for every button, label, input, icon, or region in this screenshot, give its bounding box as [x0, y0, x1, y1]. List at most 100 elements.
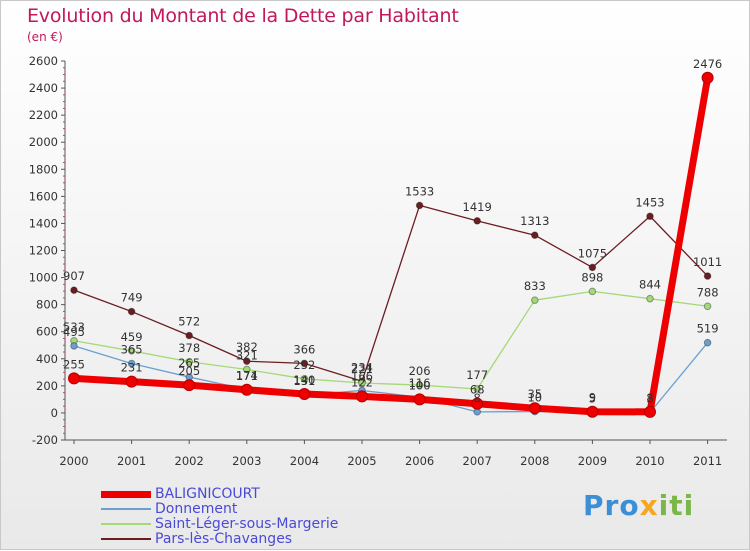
series-point: [183, 379, 196, 392]
data-label: 3: [646, 392, 653, 406]
data-label: 8: [474, 391, 481, 405]
y-tick-label: 200: [36, 379, 58, 393]
series-point: [528, 402, 541, 415]
chart-subtitle: (en €): [27, 30, 63, 44]
data-label: 252: [293, 358, 315, 372]
series-point: [413, 393, 426, 406]
series-point: [240, 383, 253, 396]
data-label: 833: [524, 279, 546, 293]
legend-label: Pars-lès-Chavanges: [155, 531, 293, 547]
series-point: [415, 381, 424, 389]
y-tick-label: 1400: [29, 216, 58, 230]
y-tick-label: 2000: [29, 135, 58, 149]
series-point: [125, 375, 138, 388]
y-tick-label: 1600: [29, 189, 58, 203]
data-label: 234: [351, 360, 373, 374]
legend-swatch: [101, 523, 151, 525]
series-line-1: [73, 290, 709, 390]
series-point: [185, 357, 193, 366]
series-point: [70, 342, 78, 350]
data-label: 378: [178, 341, 200, 355]
y-tick-label: 1000: [29, 271, 58, 285]
series-point: [586, 405, 599, 418]
data-label: 495: [63, 325, 85, 339]
data-label: 9: [589, 391, 596, 405]
x-tick-label: 2008: [520, 454, 549, 468]
data-label: 100: [409, 378, 431, 392]
series-point: [127, 359, 136, 368]
series-point: [243, 365, 251, 374]
series-line-2: [73, 342, 709, 414]
y-tick-label: -200: [32, 433, 58, 447]
series-point: [185, 331, 193, 340]
series-point: [703, 338, 712, 347]
data-label: 131: [293, 374, 315, 388]
data-label: 572: [178, 315, 200, 329]
x-tick-label: 2003: [232, 454, 261, 468]
data-label: 5: [589, 391, 596, 405]
data-label: 459: [121, 330, 143, 344]
legend-swatch: [101, 490, 151, 498]
series-point: [646, 212, 654, 221]
data-label: 205: [178, 364, 200, 378]
data-label: 122: [351, 375, 373, 389]
chart-title: Evolution du Montant de la Dette par Hab…: [27, 5, 459, 27]
x-tick-label: 2004: [290, 454, 319, 468]
data-label: 907: [63, 269, 85, 283]
series-point: [703, 272, 712, 280]
series-point: [415, 201, 424, 210]
series-point: [588, 263, 597, 272]
data-label: 255: [63, 357, 85, 371]
y-tick-label: 800: [36, 298, 58, 312]
data-label: 8: [646, 391, 653, 405]
x-tick-label: 2001: [117, 454, 146, 468]
data-label: 788: [697, 285, 719, 299]
x-tick-label: 2002: [175, 454, 204, 468]
data-label: 10: [527, 391, 542, 405]
series-point: [300, 359, 309, 368]
x-tick-label: 2009: [578, 454, 607, 468]
data-label: 1533: [405, 184, 434, 198]
y-tick-label: 0: [51, 406, 58, 420]
y-tick-label: 600: [36, 325, 58, 339]
x-tick-label: 2007: [463, 454, 492, 468]
y-tick-label: 400: [36, 352, 58, 366]
data-label: 231: [121, 361, 143, 375]
data-label: 206: [409, 364, 431, 378]
series-point: [70, 286, 78, 294]
x-tick-label: 2010: [635, 454, 664, 468]
data-label: 519: [697, 322, 719, 336]
data-label: 1453: [635, 195, 664, 209]
series-point: [531, 296, 539, 304]
data-label: 844: [639, 278, 661, 292]
data-label: 177: [466, 368, 488, 382]
data-label: 35: [527, 387, 542, 401]
series-point: [298, 387, 311, 400]
series-point: [531, 231, 539, 240]
data-label: 68: [470, 383, 485, 397]
series-point: [243, 357, 251, 366]
data-label: 265: [178, 356, 200, 370]
data-label: 1011: [693, 255, 722, 269]
y-tick-label: 2400: [29, 81, 58, 95]
legend-swatch: [101, 508, 151, 510]
legend-swatch: [101, 538, 151, 540]
data-label: 533: [63, 320, 85, 334]
data-label: 321: [236, 348, 258, 362]
y-tick-label: 2600: [29, 54, 58, 68]
data-label: 1075: [578, 246, 607, 260]
y-tick-label: 1800: [29, 162, 58, 176]
series-point: [701, 71, 714, 84]
series-point: [68, 372, 80, 385]
x-tick-label: 2006: [405, 454, 434, 468]
series-point: [356, 390, 368, 403]
series-point: [127, 346, 136, 355]
data-label: 365: [121, 343, 143, 357]
data-label: 366: [293, 342, 315, 356]
series-point: [127, 307, 136, 316]
series-point: [300, 375, 309, 383]
proxiti-logo: Proxiti: [583, 489, 695, 522]
data-label: 166: [351, 369, 373, 383]
